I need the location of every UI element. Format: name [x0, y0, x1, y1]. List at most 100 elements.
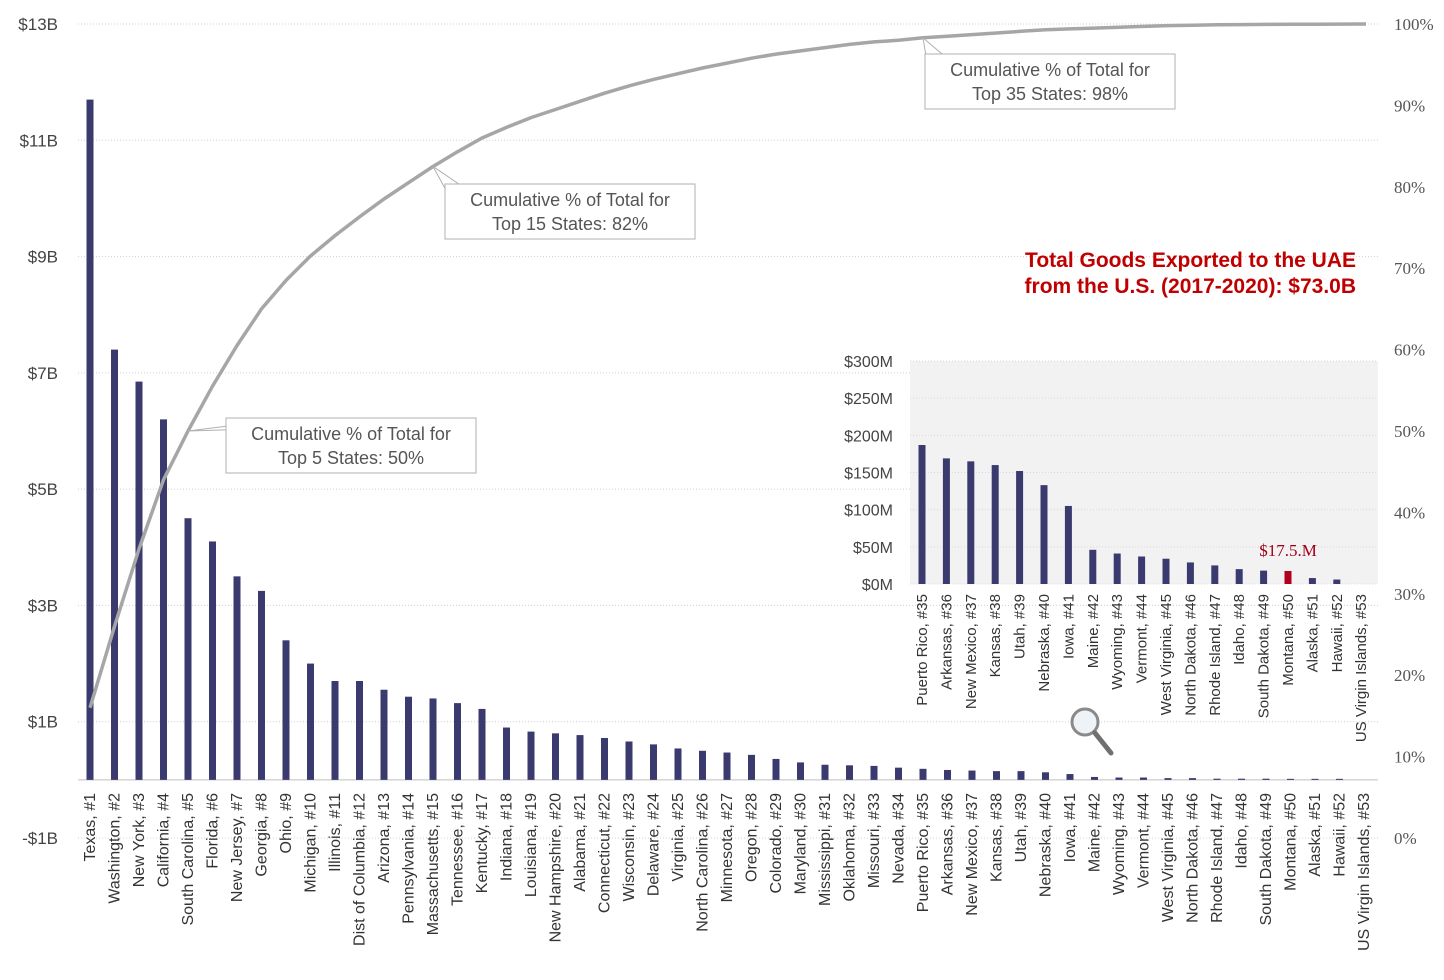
bar [405, 696, 412, 780]
bar [870, 765, 878, 780]
inset-bar [1138, 556, 1146, 584]
annotations: Cumulative % of Total for Top 5 States: 5… [187, 36, 1176, 474]
bar [895, 767, 902, 780]
bar [307, 663, 314, 780]
bar [650, 744, 657, 780]
inset-bar [1040, 485, 1048, 584]
inset-chart: $300M $250M $200M $150M $100M $50M $0M Puerto R… [844, 354, 1378, 742]
x-tick-label: Wyoming, #43 [1111, 793, 1128, 895]
y2-tick-label: 80% [1394, 178, 1425, 197]
inset-callout: $17.5.M [1259, 541, 1317, 560]
x-tick-label: Vermont, #44 [1136, 793, 1153, 888]
annotation-text: Cumulative % of Total for [470, 190, 670, 210]
bar [601, 737, 608, 780]
x-tick-label: Florida, #6 [205, 793, 222, 869]
annotation-text: Cumulative % of Total for [950, 60, 1150, 80]
inset-bar [1016, 471, 1024, 584]
x-tick-label: Puerto Rico, #35 [915, 793, 932, 912]
x-tick-label: Arizona, #13 [376, 793, 393, 883]
y2-tick-label: 70% [1394, 259, 1425, 278]
bar [454, 703, 461, 780]
bar [233, 576, 241, 780]
bar [797, 762, 804, 780]
inset-x-tick-label: West Virginia, #45 [1158, 594, 1175, 715]
inset-x-tick-label: Idaho, #48 [1231, 594, 1248, 665]
bar [111, 349, 118, 780]
x-tick-label: Michigan, #10 [303, 793, 320, 893]
inset-bar [1186, 562, 1194, 584]
x-tick-label: US Virgin Islands, #53 [1356, 793, 1373, 951]
inset-x-tick-label: Iowa, #41 [1060, 594, 1077, 659]
main-bars [86, 99, 1343, 780]
x-tick-label: Maryland, #30 [793, 793, 810, 894]
bar [258, 590, 265, 780]
x-tick-label: Alabama, #21 [572, 793, 589, 892]
bar [429, 698, 437, 780]
x-tick-label: New Mexico, #37 [964, 793, 981, 916]
inset-bar [1333, 579, 1341, 584]
bar [331, 681, 339, 780]
annotation-pointer-mask [926, 55, 958, 65]
x-tick-label: Pennsylvania, #14 [401, 793, 418, 924]
bar [993, 771, 1000, 780]
bar [1287, 778, 1294, 780]
magnifier-handle [1092, 730, 1114, 756]
annotation-text: Cumulative % of Total for [251, 424, 451, 444]
x-tick-label: Louisiana, #19 [523, 793, 540, 897]
inset-x-tick-label: Maine, #42 [1085, 594, 1102, 668]
bar [919, 768, 927, 780]
inset-bar [1064, 505, 1072, 584]
x-tick-label: South Dakota, #49 [1258, 793, 1275, 926]
inset-bar [967, 461, 975, 584]
y2-tick-label: 20% [1394, 666, 1425, 685]
inset-x-tick-label: Rhode Island, #47 [1207, 594, 1224, 716]
annotation-box [225, 417, 477, 474]
x-tick-label: Mississippi, #31 [817, 793, 834, 906]
x-tick-label: Idaho, #48 [1234, 793, 1251, 869]
x-tick-label: Delaware, #24 [646, 793, 663, 896]
x-tick-label: Iowa, #41 [1062, 793, 1079, 862]
bar [944, 769, 951, 780]
inset-x-tick-label: New Mexico, #37 [963, 594, 980, 709]
bar [1213, 778, 1221, 780]
bar [552, 733, 559, 780]
y-tick-label: -$1B [22, 829, 58, 848]
x-tick-label: Colorado, #29 [768, 793, 785, 894]
y2-tick-label: 60% [1394, 341, 1425, 360]
bar [1164, 778, 1172, 780]
bar [1115, 777, 1123, 780]
x-tick-label: Indiana, #18 [499, 793, 516, 881]
x-tick-label: New Hampshire, #20 [548, 793, 565, 943]
inset-x-tick-label: Nebraska, #40 [1036, 594, 1053, 692]
annotation-text: Top 5 States: 50% [278, 448, 424, 468]
inset-bar [918, 444, 926, 584]
bar [1238, 778, 1245, 780]
y-tick-label: $7B [28, 364, 58, 383]
x-tick-label: Minnesota, #27 [719, 793, 736, 903]
bar [1017, 771, 1025, 780]
x-tick-label: Utah, #39 [1013, 793, 1030, 862]
x-tick-label: North Dakota, #46 [1185, 793, 1202, 923]
x-tick-label: Tennessee, #16 [450, 793, 467, 906]
x-tick-label: Georgia, #8 [254, 793, 271, 877]
bar [527, 731, 535, 780]
y2-tick-label: 90% [1394, 96, 1425, 115]
y-tick-label: $1B [28, 713, 58, 732]
headline-line: from the U.S. (2017-2020): $73.0B [1025, 275, 1356, 298]
bar [723, 752, 731, 780]
y-tick-label: $9B [28, 248, 58, 267]
inset-x-tick-label: South Dakota, #49 [1256, 594, 1273, 718]
x-tick-label: Nevada, #34 [891, 793, 908, 884]
x-tick-label: New York, #3 [131, 793, 148, 887]
x-tick-label: South Carolina, #5 [180, 793, 197, 926]
inset-y-tick-label: $300M [844, 354, 893, 371]
cumulative-curve [88, 22, 1366, 709]
y-tick-label: $5B [28, 480, 58, 499]
bar [674, 748, 682, 780]
x-tick-label: Maine, #42 [1087, 793, 1104, 872]
magnifier-lens [1070, 707, 1100, 737]
annotation-text: Top 15 States: 82% [492, 214, 648, 234]
bar [1140, 777, 1147, 780]
inset-y-tick-label: $100M [844, 503, 893, 520]
